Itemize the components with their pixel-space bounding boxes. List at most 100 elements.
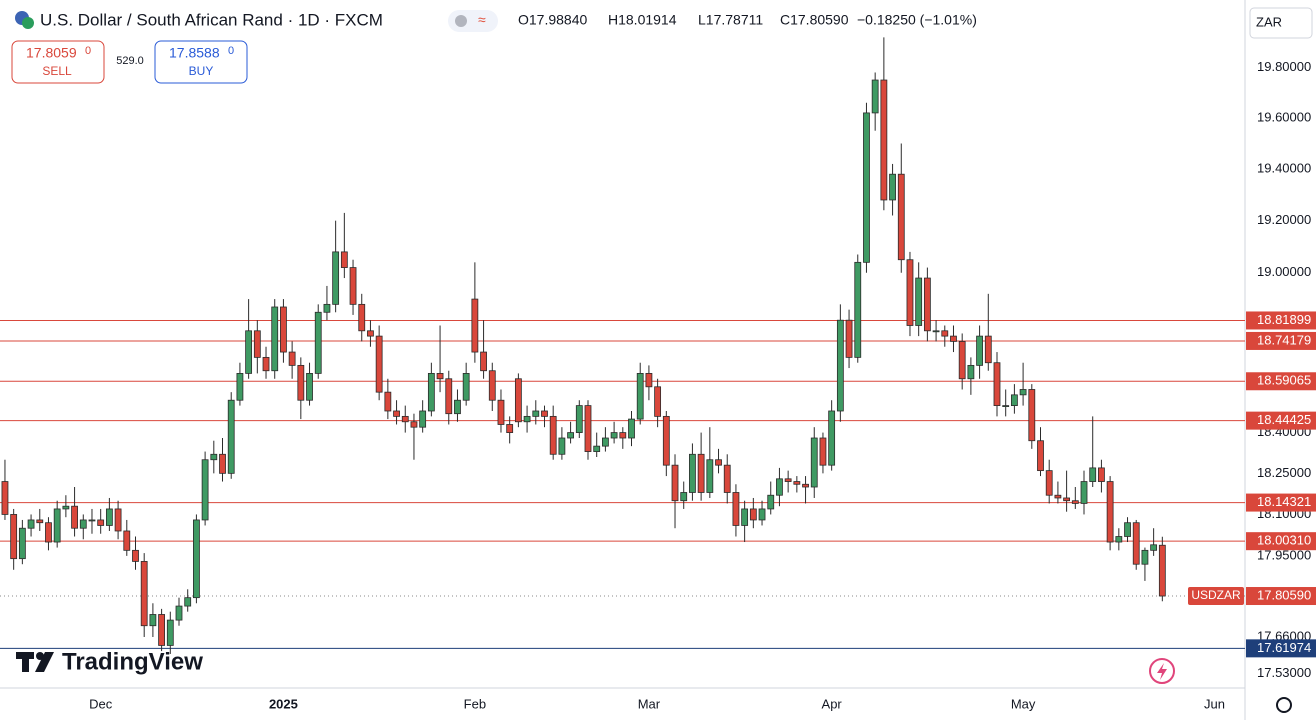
last-name: USDZAR bbox=[1191, 588, 1241, 602]
candle-body bbox=[932, 330, 940, 333]
candle-body bbox=[810, 437, 818, 488]
candle-body bbox=[280, 306, 287, 353]
candle-body bbox=[828, 410, 836, 466]
candle-body bbox=[375, 335, 383, 393]
candle-body bbox=[1106, 481, 1114, 543]
ohlc-close: C17.80590 bbox=[780, 12, 849, 28]
candle-body bbox=[584, 405, 592, 452]
buy-label: BUY bbox=[189, 64, 214, 78]
candle-body bbox=[149, 614, 157, 627]
y-tick-label: 19.20000 bbox=[1257, 212, 1311, 227]
last-name-box bbox=[1188, 587, 1244, 606]
candle-body bbox=[689, 453, 696, 493]
candle-body bbox=[454, 399, 461, 415]
buy-button[interactable] bbox=[154, 40, 248, 84]
candle-body bbox=[880, 79, 888, 201]
candle-body bbox=[567, 432, 574, 439]
candle-body bbox=[123, 530, 131, 551]
last-price-box bbox=[1246, 587, 1316, 606]
level-label-box bbox=[1246, 532, 1316, 551]
candle-body bbox=[950, 335, 957, 342]
candle-body bbox=[741, 508, 749, 526]
candle-body bbox=[1132, 522, 1140, 565]
candle-body bbox=[1098, 467, 1105, 482]
lightning-button[interactable] bbox=[1149, 658, 1175, 684]
level-label: 18.59065 bbox=[1257, 373, 1311, 388]
candle-body bbox=[27, 519, 35, 529]
level-label-box bbox=[1246, 493, 1316, 512]
candle-body bbox=[671, 464, 679, 502]
candle-body bbox=[262, 356, 270, 372]
candle-body bbox=[897, 173, 905, 261]
candle-body bbox=[288, 351, 296, 366]
last-price-label: 17.80590 bbox=[1257, 587, 1311, 602]
candle-body bbox=[497, 399, 505, 425]
candle-body bbox=[680, 492, 688, 502]
candle-body bbox=[1010, 394, 1018, 407]
candle-body bbox=[1028, 389, 1036, 442]
candle-body bbox=[602, 437, 609, 447]
candle-body bbox=[863, 112, 870, 263]
candle-body bbox=[140, 561, 148, 627]
candle-body bbox=[1054, 494, 1062, 499]
y-tick-label: 17.95000 bbox=[1257, 547, 1311, 562]
lightning-icon bbox=[1157, 663, 1167, 680]
buy-price-sup: 0 bbox=[228, 45, 234, 57]
candle-body bbox=[462, 373, 470, 401]
candle-body bbox=[219, 453, 226, 474]
candle-body bbox=[819, 437, 827, 466]
candle-body bbox=[410, 421, 418, 428]
x-tick-label: Dec bbox=[89, 696, 113, 711]
candle-body bbox=[18, 527, 26, 560]
spread: 529.0 bbox=[116, 55, 144, 67]
settings-button[interactable] bbox=[1276, 697, 1292, 713]
candle-body bbox=[367, 330, 374, 337]
candle-body bbox=[97, 519, 105, 526]
candle-body bbox=[1063, 497, 1071, 502]
buy-price: 17.8588 bbox=[169, 45, 220, 61]
sell-button[interactable] bbox=[11, 40, 105, 84]
candle-body bbox=[193, 519, 200, 599]
candle-body bbox=[1141, 549, 1149, 565]
candle-body bbox=[967, 364, 975, 380]
ohlc-change: −0.18250 (−1.01%) bbox=[857, 12, 977, 28]
sell-label: SELL bbox=[42, 64, 72, 78]
candle-body bbox=[802, 483, 809, 488]
x-tick-label: Apr bbox=[822, 696, 843, 711]
candle-body bbox=[323, 303, 331, 313]
x-tick-label: Mar bbox=[638, 696, 661, 711]
sell-price-sup: 0 bbox=[85, 45, 91, 57]
candle-body bbox=[158, 614, 165, 646]
candle-body bbox=[1071, 500, 1079, 504]
level-label: 18.81899 bbox=[1257, 312, 1311, 327]
candle-body bbox=[1115, 536, 1123, 543]
currency-button[interactable] bbox=[1249, 7, 1313, 39]
candle-body bbox=[776, 478, 783, 496]
candle-body bbox=[1019, 389, 1027, 396]
y-tick-label: 17.53000 bbox=[1257, 665, 1311, 680]
candle-body bbox=[845, 319, 853, 358]
candle-body bbox=[523, 415, 531, 423]
candle-body bbox=[480, 351, 487, 372]
level-label-box bbox=[1246, 372, 1316, 391]
candle-body bbox=[1158, 544, 1166, 597]
candle-body bbox=[105, 508, 113, 526]
candle-body bbox=[1, 481, 9, 515]
candle-body bbox=[166, 619, 174, 646]
candle-body bbox=[201, 459, 209, 521]
candle-body bbox=[88, 519, 96, 522]
level-label-box bbox=[1246, 411, 1316, 430]
brand-name: TradingView bbox=[62, 648, 203, 675]
ohlc-open: O17.98840 bbox=[518, 12, 587, 28]
candle-body bbox=[340, 251, 348, 268]
candle-body bbox=[593, 445, 601, 452]
status-icon bbox=[455, 15, 467, 27]
candle-body bbox=[984, 335, 992, 364]
candle-body bbox=[184, 597, 192, 607]
candle-body bbox=[488, 370, 496, 401]
currency-label: ZAR bbox=[1256, 14, 1282, 29]
candle-body bbox=[1089, 467, 1097, 482]
candle-body bbox=[53, 508, 61, 543]
